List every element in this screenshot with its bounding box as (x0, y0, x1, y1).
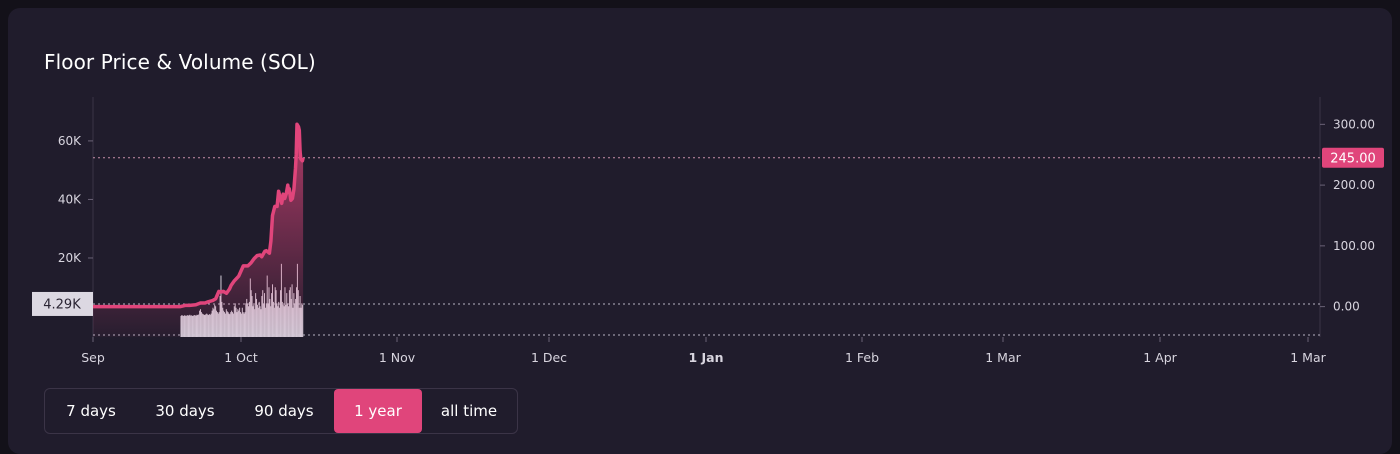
price-area (93, 124, 304, 337)
x-tick-label: 1 Mar (1290, 350, 1326, 365)
crosshair-volume-badge (32, 291, 93, 316)
x-tick-label: 1 Dec (531, 350, 567, 365)
current-price-badge (1322, 147, 1384, 168)
x-tick-label: 1 Mar (985, 350, 1021, 365)
tab-1-year[interactable]: 1 year (334, 389, 422, 433)
axis-labels: 20K 40K 60K 0.00 100.00 200.00 300.00 Sep 1 Oct 1… (32, 117, 1384, 365)
tab-30-days[interactable]: 30 days (155, 402, 215, 420)
x-tick-label: 1 Oct (224, 350, 258, 365)
right-tick-label: 200.00 (1333, 178, 1375, 192)
right-tick-label: 300.00 (1333, 117, 1375, 131)
tab-all-time[interactable]: all time (440, 402, 498, 420)
tab-7-days[interactable]: 7 days (66, 402, 116, 420)
right-tick-label: 0.00 (1333, 300, 1360, 314)
x-tick-label: 1 Nov (379, 350, 416, 365)
crosshair-volume-label: 4.29K (43, 297, 81, 312)
price-area-fill (93, 124, 304, 337)
current-price-label: 245.00 (1330, 151, 1376, 166)
price-line-path (93, 122, 305, 309)
chart-title: Floor Price & Volume (SOL) (44, 50, 316, 74)
timeframe-tabs: 7 days 30 days 90 days 1 year all time (44, 388, 518, 434)
left-tick-label: 40K (58, 192, 82, 206)
tab-90-days[interactable]: 90 days (254, 402, 314, 420)
price-line (93, 122, 305, 309)
chart-card (8, 8, 1392, 454)
left-tick-label: 20K (58, 251, 82, 265)
x-tick-label: 1 Apr (1143, 350, 1177, 365)
x-tick-label: 1 Feb (845, 350, 879, 365)
left-tick-label: 60K (58, 134, 82, 148)
x-tick-label: Sep (81, 350, 105, 365)
right-tick-label: 100.00 (1333, 239, 1375, 253)
x-tick-label: 1 Jan (688, 350, 723, 365)
